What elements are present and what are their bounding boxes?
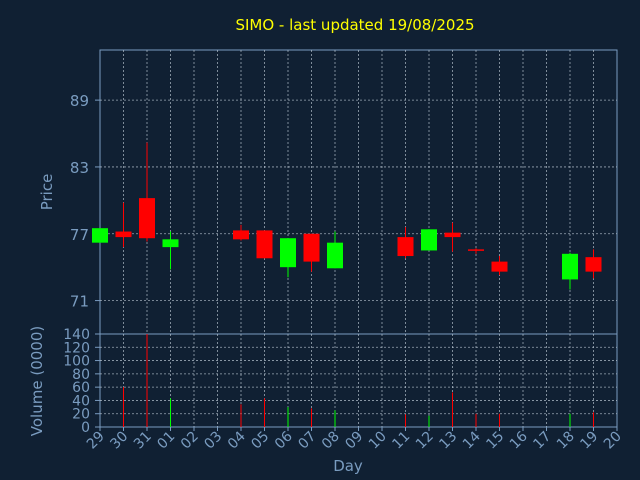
candle-body — [397, 237, 414, 257]
price-panel: 71 77 83 89 — [70, 49, 618, 335]
candle-body — [115, 231, 132, 238]
chart-title: SIMO - last updated 19/08/2025 — [235, 16, 474, 34]
volume-tick-label: 40 — [72, 393, 90, 409]
candle-body — [139, 198, 155, 239]
candle-body — [444, 232, 461, 238]
candle-body — [585, 257, 602, 272]
x-axis-label: Day — [333, 457, 363, 475]
volume-tick-label: 140 — [63, 327, 90, 343]
candle-body — [233, 230, 249, 240]
price-tick-label: 89 — [70, 92, 89, 110]
price-tick-label: 71 — [70, 293, 89, 311]
volume-tick-label: 120 — [63, 340, 90, 356]
candle-body — [303, 233, 320, 262]
candle-body — [280, 238, 296, 268]
volume-tick-label: 60 — [72, 380, 90, 396]
candle-body — [562, 253, 578, 280]
candle-body — [491, 261, 508, 272]
volume-tick-label: 100 — [63, 354, 90, 370]
price-axis-label: Price — [38, 174, 56, 211]
volume-tick-label: 20 — [72, 407, 90, 423]
price-tick-label: 83 — [70, 159, 89, 177]
candle-body — [468, 249, 484, 251]
candle-body — [162, 239, 179, 248]
volume-tick-label: 0 — [81, 420, 90, 436]
candle-body — [92, 228, 108, 243]
candle-body — [256, 230, 273, 259]
volume-axis-label: Volume (0000) — [28, 326, 46, 436]
candle-body — [327, 242, 343, 269]
candle-body — [421, 229, 437, 251]
volume-tick-label: 80 — [72, 367, 90, 383]
price-tick-label: 77 — [70, 226, 89, 244]
